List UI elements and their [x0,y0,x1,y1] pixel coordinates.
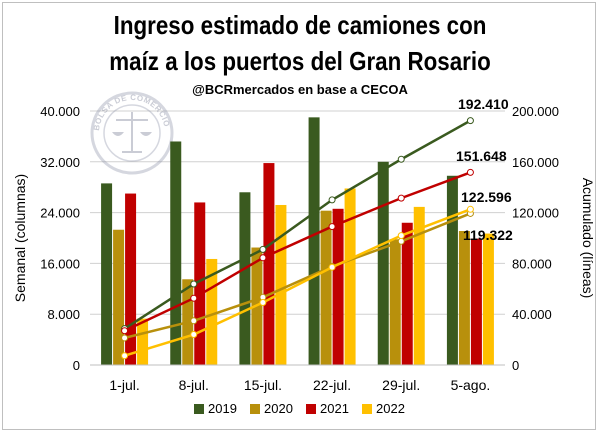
cumulative-point-2021 [259,254,267,262]
y-tick-left: 16.000 [40,256,80,271]
cumulative-line-2020 [124,212,471,340]
y-axis-title-left: Semanal (columnas) [12,174,28,302]
legend-swatch-2020 [250,404,260,414]
legend-swatch-2022 [362,404,372,414]
cumulative-point-2019 [190,280,198,288]
bcr-seal-watermark: BOLSA DE COMERCIO DE ROSARIO [0,0,174,175]
cumulative-point-2021 [397,194,405,202]
cumulative-point-2021 [466,168,474,176]
legend-label-2020: 2020 [264,401,293,416]
chart-title-line-2: maíz a los puertos del Gran Rosario [109,46,491,76]
cumulative-point-2019 [397,155,405,163]
y-tick-left: 32.000 [40,155,80,170]
bar-2020 [113,229,125,365]
bar-2022 [344,188,356,365]
y-tick-right: 40.000 [512,307,552,322]
y-tick-left: 8.000 [47,307,80,322]
bar-2021 [263,163,275,365]
y-tick-right: 200.000 [512,104,559,119]
cumulative-point-2022 [259,299,267,307]
cumulative-point-2022 [328,263,336,271]
cumulative-point-2022 [397,232,405,240]
x-tick-label: 22-jul. [313,377,351,393]
cumulative-point-2019 [328,196,336,204]
cumulative-point-2019 [466,117,474,125]
y-tick-right: 120.000 [512,206,559,221]
x-tick-label: 15-jul. [244,377,282,393]
bar-2020 [320,210,332,365]
y-tick-left: 24.000 [40,206,80,221]
bar-2019 [377,161,389,365]
cumulative-point-2021 [190,294,198,302]
bar-2020 [458,231,470,365]
x-tick-label: 29-jul. [382,377,420,393]
bar-2019 [308,117,320,365]
cumulative-point-2020 [397,237,405,245]
end-value-label: 122.596 [461,189,512,205]
cumulative-point-2019 [259,245,267,253]
legend-label-2021: 2021 [320,401,349,416]
svg-text:BOLSA DE COMERCIO DE ROSARIO: BOLSA DE COMERCIO DE ROSARIO [0,0,172,131]
end-value-label: 151.648 [456,148,507,164]
bar-2021 [401,222,413,365]
bar-2021 [125,193,137,365]
bar-2022 [275,204,287,365]
bar-2021 [470,238,482,365]
cumulative-point-2020 [190,317,198,325]
bar-2019 [101,183,113,365]
bar-2019 [446,175,458,365]
x-tick-label: 5-ago. [451,377,491,393]
cumulative-point-2022 [121,352,129,360]
cumulative-line-2022 [124,208,471,357]
y-tick-right: 0 [512,358,519,373]
chart-frame [2,2,596,430]
bar-2021 [332,208,344,365]
bar-2022 [137,318,149,365]
bar-2019 [239,192,251,365]
cumulative-point-2021 [121,327,129,335]
y-tick-right: 80.000 [512,256,552,271]
legend-swatch-2019 [194,404,204,414]
end-value-label: 192.410 [458,96,509,112]
cumulative-point-2022 [190,331,198,339]
bar-2021 [194,202,206,365]
y-tick-left: 40.000 [40,104,80,119]
y-axis-title-right: Acumulado (líneas) [580,178,596,299]
bar-2022 [413,206,425,365]
cumulative-point-2021 [328,223,336,231]
bar-2020 [389,239,401,365]
chart-title-line-1: Ingreso estimado de camiones con [113,10,487,40]
cumulative-line-2019 [123,119,472,330]
bar-2019 [170,141,182,365]
cumulative-point-2022 [466,205,474,213]
cumulative-point-2020 [121,334,129,342]
y-tick-right: 160.000 [512,155,559,170]
legend-swatch-2021 [306,404,316,414]
legend-label-2022: 2022 [376,401,405,416]
x-tick-label: 1-jul. [109,377,139,393]
bar-2022 [206,258,218,365]
bar-2022 [482,233,494,365]
chart-subtitle: @BCRmercados en base a CECOA [192,82,408,97]
y-tick-left: 0 [73,358,80,373]
end-value-label: 119.322 [463,227,513,243]
legend-label-2019: 2019 [208,401,237,416]
cumulative-line-2021 [124,171,471,332]
x-tick-label: 8-jul. [179,377,209,393]
